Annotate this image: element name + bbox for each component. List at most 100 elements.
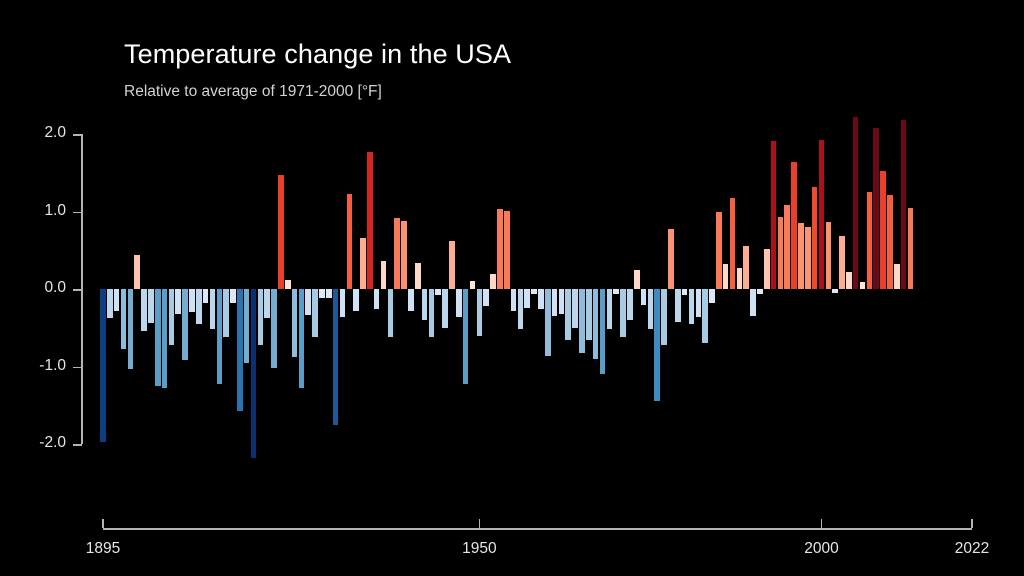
bar-1990 — [750, 289, 756, 317]
bar-1909 — [196, 289, 202, 324]
bar-2002 — [832, 289, 838, 293]
bar-1969 — [606, 289, 613, 330]
bar-2003 — [839, 236, 845, 289]
bar-1944 — [435, 289, 442, 296]
x-axis-tick — [478, 519, 481, 528]
bar-1946 — [449, 240, 455, 289]
bar-1983 — [702, 289, 708, 344]
y-axis-tick-label: -1.0 — [39, 356, 66, 374]
bar-1948 — [462, 289, 469, 384]
x-axis-tick — [971, 519, 973, 528]
bar-1942 — [421, 289, 428, 320]
bar-1956 — [517, 289, 524, 330]
x-axis-tick — [820, 519, 823, 528]
bar-1945 — [442, 289, 448, 328]
y-axis-tick — [73, 134, 82, 136]
bar-1936 — [380, 261, 387, 289]
bar-1930 — [339, 289, 346, 317]
bar-1953 — [497, 209, 503, 289]
bar-2004 — [846, 271, 852, 289]
y-axis-tick — [73, 444, 82, 446]
bar-1967 — [592, 289, 599, 359]
bar-1973 — [633, 270, 640, 289]
y-axis-tick — [73, 211, 82, 214]
bar-1951 — [483, 289, 489, 307]
bar-1905 — [168, 289, 175, 345]
bar-1934 — [367, 151, 373, 289]
x-axis-tick — [102, 519, 104, 528]
bar-1926 — [312, 289, 318, 338]
bar-1932 — [353, 289, 359, 311]
y-axis-tick-label: -2.0 — [39, 434, 66, 451]
bar-1918 — [257, 289, 264, 345]
bar-1939 — [401, 220, 407, 289]
bar-1974 — [640, 289, 647, 305]
bar-1962 — [558, 289, 565, 314]
bar-1908 — [189, 289, 195, 313]
bar-1966 — [586, 289, 592, 341]
bar-1981 — [688, 289, 695, 324]
bar-1899 — [127, 289, 134, 369]
bar-1976 — [654, 289, 661, 402]
chart-subtitle: Relative to average of 1971-2000 [°F] — [124, 83, 382, 100]
bar-1955 — [510, 289, 517, 311]
bar-1925 — [305, 289, 312, 316]
bar-1952 — [490, 273, 496, 289]
bar-2001 — [825, 222, 832, 289]
bar-1970 — [613, 289, 619, 294]
bar-1994 — [777, 216, 784, 289]
bar-1917 — [250, 289, 257, 458]
bar-1989 — [743, 246, 749, 289]
bar-1960 — [544, 289, 551, 356]
bar-2010 — [887, 195, 893, 289]
bar-1923 — [291, 289, 298, 358]
bar-1959 — [538, 289, 544, 310]
bar-1995 — [784, 205, 791, 289]
bar-1928 — [326, 289, 332, 299]
bar-2011 — [893, 264, 900, 289]
bar-2008 — [873, 127, 879, 289]
bar-1984 — [709, 289, 715, 303]
bar-1987 — [729, 197, 736, 289]
bar-1978 — [668, 228, 674, 289]
bar-1902 — [148, 289, 154, 324]
bar-1914 — [230, 289, 236, 303]
bar-2007 — [866, 192, 873, 289]
x-axis-tick-label: 2000 — [804, 540, 839, 557]
bar-1912 — [216, 289, 223, 384]
bar-1922 — [284, 279, 291, 289]
bar-1964 — [572, 289, 578, 328]
bar-1988 — [736, 268, 743, 289]
bar-1985 — [716, 211, 722, 289]
bar-1913 — [223, 289, 229, 338]
bar-2000 — [818, 140, 825, 289]
bar-1921 — [278, 175, 284, 289]
bar-1972 — [627, 289, 633, 320]
bar-1982 — [695, 289, 702, 317]
bar-2006 — [859, 282, 866, 289]
bar-1997 — [798, 223, 804, 289]
bar-1910 — [202, 289, 209, 303]
bar-1977 — [661, 289, 667, 345]
bar-1915 — [237, 289, 243, 412]
bar-1933 — [360, 237, 366, 289]
bar-1991 — [757, 289, 763, 294]
bar-1992 — [763, 249, 770, 289]
bar-1906 — [175, 289, 182, 314]
y-axis-tick — [73, 366, 82, 369]
bar-1986 — [722, 264, 729, 289]
bar-1999 — [811, 186, 818, 289]
bar-1904 — [161, 289, 168, 389]
bar-1900 — [134, 254, 140, 289]
bar-1937 — [387, 289, 394, 338]
bar-1968 — [599, 289, 606, 375]
bar-1901 — [141, 289, 147, 331]
bar-1950 — [476, 289, 483, 336]
bar-1919 — [264, 289, 270, 319]
y-axis-tick-label: 2.0 — [44, 124, 66, 141]
y-axis-tick-label: 0.0 — [44, 279, 66, 296]
bar-1907 — [182, 289, 188, 361]
bar-1954 — [503, 210, 510, 289]
bar-1961 — [551, 289, 558, 317]
